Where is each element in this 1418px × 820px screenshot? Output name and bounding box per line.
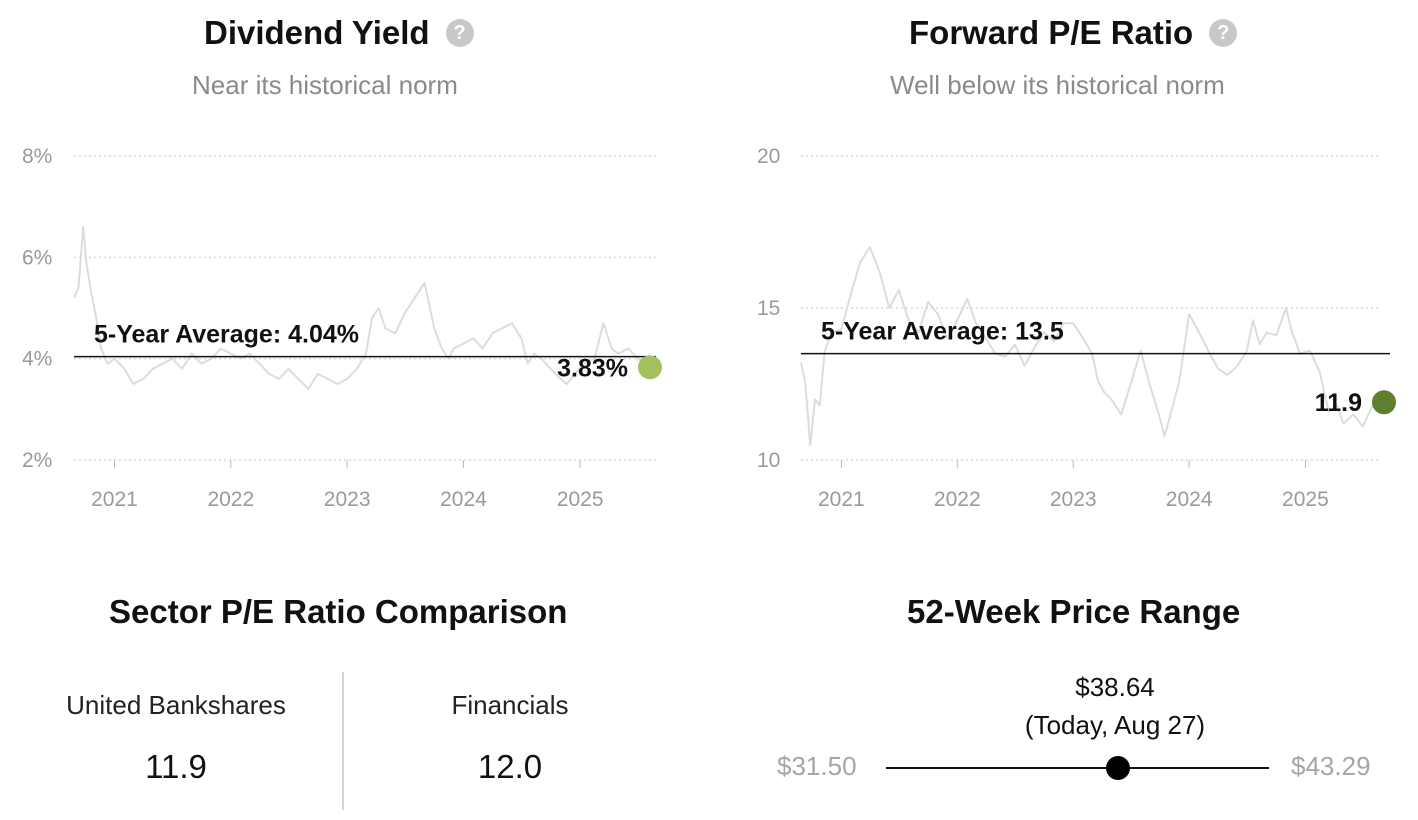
company-name: United Bankshares <box>66 690 286 720</box>
x-tick-label: 2021 <box>91 488 138 511</box>
range-track <box>886 767 1269 769</box>
x-tick-label: 2024 <box>1166 488 1213 511</box>
help-icon[interactable]: ? <box>445 19 474 47</box>
company-pe-value: 11.9 <box>145 748 207 785</box>
x-tick-label: 2022 <box>207 488 254 511</box>
current-price: $38.64 <box>1075 672 1155 702</box>
sector-pe-value: 12.0 <box>477 748 543 785</box>
y-tick-label: 20 <box>757 145 780 168</box>
x-tick-label: 2022 <box>934 488 981 511</box>
dividend-yield-chart: 2% 4% 6% 8% 2021 2022 2023 2024 2025 5-Year Avera… <box>22 145 662 511</box>
average-label: 5-Year Average: 4.04% <box>94 321 359 349</box>
range-low: $31.50 <box>777 751 857 781</box>
y-tick-label: 4% <box>22 348 52 371</box>
y-tick-label: 8% <box>22 145 52 168</box>
y-tick-label: 2% <box>22 449 52 472</box>
y-tick-label: 10 <box>757 449 780 472</box>
forward-pe-title: Forward P/E Ratio ? <box>909 14 1238 52</box>
sector-comparison-title: Sector P/E Ratio Comparison <box>109 593 568 630</box>
x-tick-label: 2021 <box>818 488 865 511</box>
y-tick-label: 15 <box>757 297 780 320</box>
forward-pe-title-text: Forward P/E Ratio <box>909 14 1194 51</box>
dividend-yield-title-text: Dividend Yield <box>204 14 430 51</box>
help-icon[interactable]: ? <box>1209 19 1238 47</box>
current-price-marker <box>1105 756 1130 780</box>
current-price-date: (Today, Aug 27) <box>1024 710 1206 740</box>
series-line <box>73 225 657 391</box>
forward-pe-subtitle: Well below its historical norm <box>890 70 1225 100</box>
x-tick-label: 2023 <box>324 488 371 511</box>
current-value-point <box>1372 390 1396 415</box>
range-high: $43.29 <box>1291 751 1371 781</box>
current-value-label: 11.9 <box>1315 389 1362 417</box>
sector-name: Financials <box>451 690 569 720</box>
x-tick-label: 2025 <box>557 488 604 511</box>
series-line <box>800 246 1382 446</box>
x-tick-label: 2024 <box>440 488 487 511</box>
x-tick-label: 2023 <box>1050 488 1097 511</box>
dividend-yield-title: Dividend Yield ? <box>204 14 474 52</box>
current-value-label: 3.83% <box>557 354 628 382</box>
y-tick-label: 6% <box>22 246 52 269</box>
x-tick-label: 2025 <box>1282 488 1329 511</box>
average-label: 5-Year Average: 13.5 <box>821 318 1064 346</box>
price-range-title: 52-Week Price Range <box>907 593 1241 630</box>
comparison-divider <box>342 672 344 810</box>
dividend-yield-subtitle: Near its historical norm <box>192 70 458 100</box>
current-value-point <box>638 355 662 380</box>
forward-pe-chart: 10 15 20 2021 2022 2023 2024 2025 5-Year Average… <box>757 145 1396 511</box>
